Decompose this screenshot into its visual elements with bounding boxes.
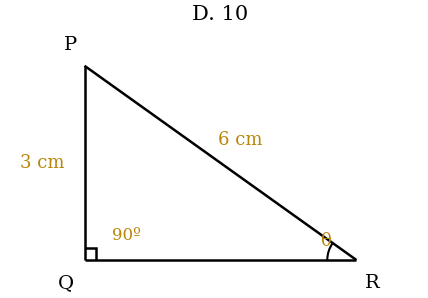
Text: θ: θ: [320, 232, 331, 250]
Text: Q: Q: [58, 274, 74, 292]
Text: R: R: [365, 274, 380, 292]
Text: 90º: 90º: [112, 227, 141, 244]
Text: D. 10: D. 10: [192, 5, 249, 24]
Text: P: P: [64, 36, 77, 54]
Text: 3 cm: 3 cm: [20, 154, 65, 172]
Text: 6 cm: 6 cm: [218, 131, 262, 149]
